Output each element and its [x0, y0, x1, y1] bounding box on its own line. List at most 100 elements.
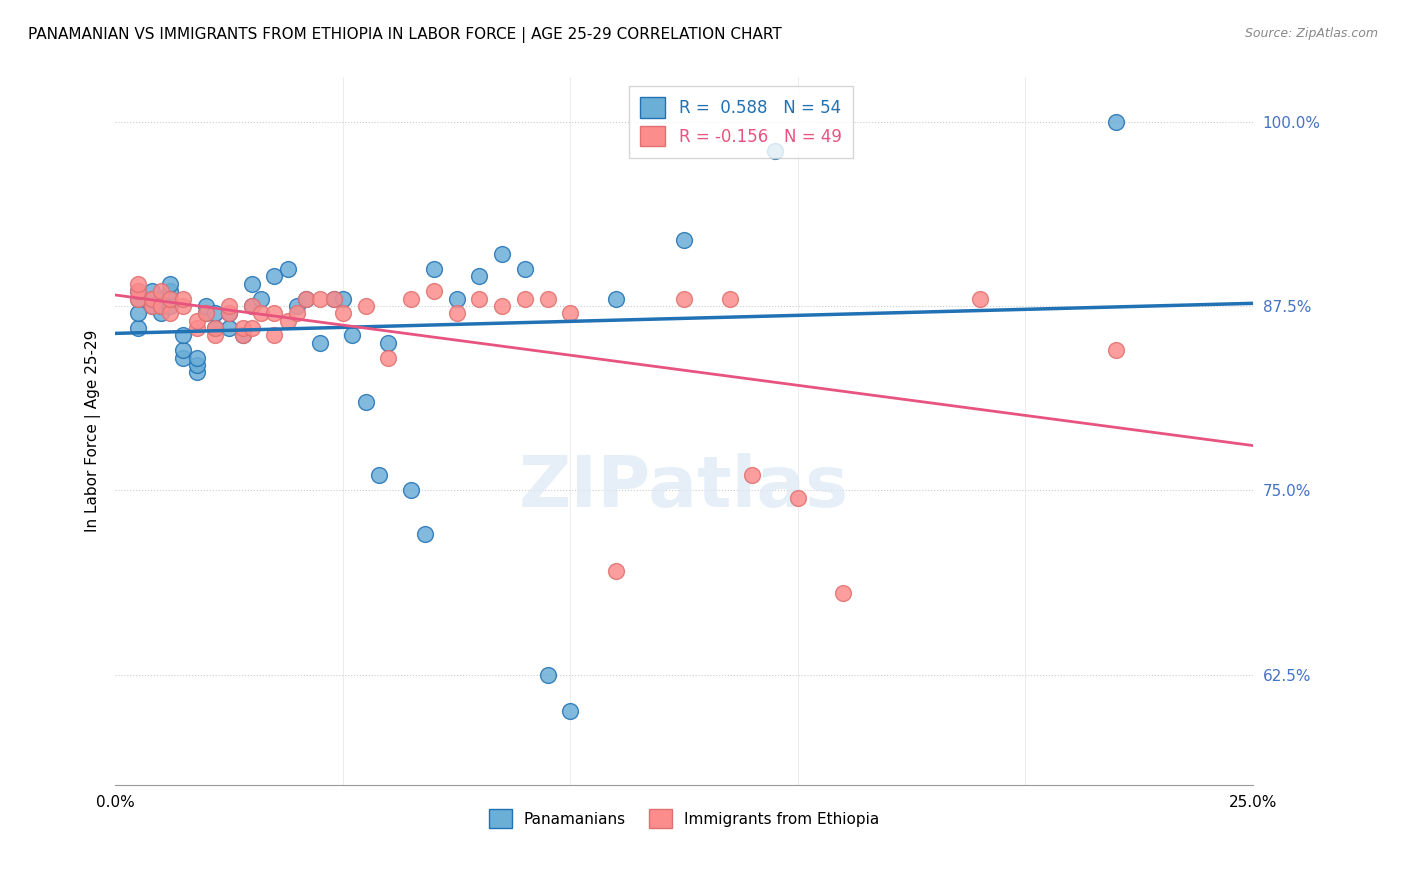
Point — [159, 299, 181, 313]
Point — [354, 394, 377, 409]
Point — [741, 468, 763, 483]
Point — [204, 321, 226, 335]
Point — [172, 299, 194, 313]
Point — [172, 351, 194, 365]
Point — [673, 233, 696, 247]
Point — [159, 292, 181, 306]
Point — [240, 299, 263, 313]
Point — [141, 292, 163, 306]
Point — [605, 564, 627, 578]
Point — [149, 306, 172, 320]
Point — [309, 335, 332, 350]
Point — [763, 144, 786, 158]
Point — [204, 328, 226, 343]
Point — [149, 299, 172, 313]
Point — [204, 306, 226, 320]
Point — [172, 343, 194, 358]
Point — [832, 586, 855, 600]
Point — [172, 292, 194, 306]
Text: ZIPatlas: ZIPatlas — [519, 453, 849, 523]
Point — [491, 247, 513, 261]
Point — [277, 262, 299, 277]
Point — [159, 284, 181, 298]
Point — [232, 321, 254, 335]
Point — [423, 284, 446, 298]
Point — [195, 306, 218, 320]
Point — [204, 321, 226, 335]
Point — [718, 292, 741, 306]
Point — [149, 292, 172, 306]
Text: PANAMANIAN VS IMMIGRANTS FROM ETHIOPIA IN LABOR FORCE | AGE 25-29 CORRELATION CH: PANAMANIAN VS IMMIGRANTS FROM ETHIOPIA I… — [28, 27, 782, 43]
Point — [491, 299, 513, 313]
Point — [354, 299, 377, 313]
Point — [240, 321, 263, 335]
Point — [141, 299, 163, 313]
Point — [468, 269, 491, 284]
Point — [149, 299, 172, 313]
Point — [560, 705, 582, 719]
Point — [195, 306, 218, 320]
Point — [295, 292, 318, 306]
Point — [446, 306, 468, 320]
Point — [263, 269, 285, 284]
Point — [218, 321, 240, 335]
Point — [127, 284, 149, 298]
Point — [1105, 343, 1128, 358]
Point — [141, 299, 163, 313]
Legend: Panamanians, Immigrants from Ethiopia: Panamanians, Immigrants from Ethiopia — [482, 803, 886, 834]
Point — [195, 299, 218, 313]
Point — [340, 328, 363, 343]
Point — [141, 292, 163, 306]
Point — [969, 292, 991, 306]
Point — [377, 351, 399, 365]
Point — [332, 292, 354, 306]
Point — [186, 358, 208, 372]
Point — [186, 351, 208, 365]
Point — [218, 299, 240, 313]
Point — [673, 292, 696, 306]
Point — [468, 292, 491, 306]
Point — [786, 491, 808, 505]
Point — [186, 365, 208, 379]
Point — [141, 284, 163, 298]
Point — [127, 321, 149, 335]
Point — [186, 314, 208, 328]
Point — [127, 292, 149, 306]
Point — [172, 328, 194, 343]
Point — [560, 306, 582, 320]
Point — [250, 292, 273, 306]
Point — [186, 321, 208, 335]
Point — [377, 335, 399, 350]
Point — [605, 292, 627, 306]
Point — [368, 468, 391, 483]
Point — [218, 306, 240, 320]
Point — [285, 299, 308, 313]
Point — [423, 262, 446, 277]
Point — [399, 292, 422, 306]
Y-axis label: In Labor Force | Age 25-29: In Labor Force | Age 25-29 — [86, 330, 101, 533]
Point — [127, 306, 149, 320]
Point — [285, 306, 308, 320]
Point — [263, 306, 285, 320]
Point — [127, 277, 149, 291]
Point — [332, 306, 354, 320]
Point — [322, 292, 344, 306]
Point — [250, 306, 273, 320]
Point — [127, 292, 149, 306]
Point — [513, 292, 536, 306]
Point — [240, 277, 263, 291]
Point — [240, 299, 263, 313]
Point — [1105, 114, 1128, 128]
Point — [159, 277, 181, 291]
Point — [536, 292, 558, 306]
Point — [322, 292, 344, 306]
Point — [127, 284, 149, 298]
Point — [309, 292, 332, 306]
Point — [149, 284, 172, 298]
Point — [159, 292, 181, 306]
Point — [263, 328, 285, 343]
Point — [536, 667, 558, 681]
Point — [218, 306, 240, 320]
Point — [277, 314, 299, 328]
Point — [295, 292, 318, 306]
